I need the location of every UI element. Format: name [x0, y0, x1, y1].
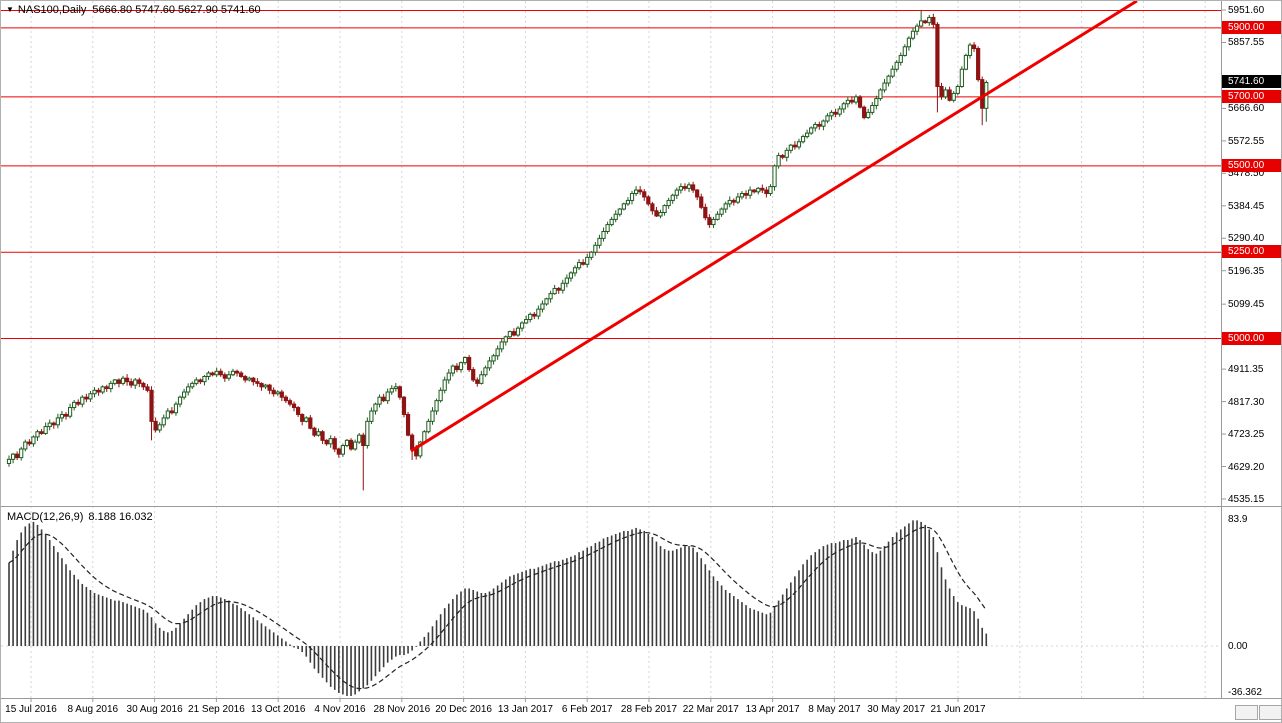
price-axis-label: 4911.35 — [1228, 364, 1264, 376]
price-level-badge: 5700.00 — [1222, 89, 1281, 103]
price-axis-label: 5478.50 — [1228, 168, 1265, 180]
symbol-timeframe: NAS100,Daily — [17, 4, 87, 16]
date-axis-label: 15 Jul 2016 — [5, 704, 57, 715]
date-axis-label: 21 Sep 2016 — [188, 704, 245, 715]
date-axis-label: 21 Jun 2017 — [930, 704, 986, 715]
price-axis-label: 5951.60 — [1228, 5, 1265, 16]
date-axis-label: 6 Feb 2017 — [561, 704, 613, 715]
price-axis-label: 4723.25 — [1228, 429, 1265, 441]
date-axis-label: 13 Apr 2017 — [745, 704, 800, 715]
price-axis-label: 5099.45 — [1228, 299, 1265, 311]
date-axis-label: 8 Aug 2016 — [67, 704, 119, 715]
price-axis-label: 5384.45 — [1228, 200, 1265, 212]
price-axis-label: 5666.60 — [1228, 103, 1265, 115]
date-axis-label: 28 Feb 2017 — [620, 704, 678, 715]
price-axis-label: 5857.55 — [1228, 37, 1265, 49]
current-price-badge: 5741.60 — [1222, 75, 1281, 89]
ohlc-values: 5666.80 5747.60 5627.90 5741.60 — [92, 4, 261, 16]
price-axis-label: 5290.40 — [1228, 233, 1265, 245]
panel-separators — [1, 1, 1281, 702]
macd-name: MACD(12,26,9) — [7, 511, 84, 523]
macd-signal-line — [8, 526, 987, 690]
date-axis-label: 4 Nov 2016 — [314, 704, 366, 715]
trend-line[interactable] — [410, 1, 1138, 453]
macd-current-values: 8.188 16.032 — [88, 511, 153, 523]
symbol-dropdown-icon[interactable]: ▼ — [6, 5, 14, 14]
macd-histogram — [8, 520, 988, 696]
price-axis-label: 5572.55 — [1228, 135, 1265, 147]
date-axis-label: 13 Oct 2016 — [250, 704, 306, 715]
date-axis-label: 13 Jan 2017 — [497, 704, 553, 715]
price-level-badge: 5900.00 — [1222, 20, 1281, 34]
date-axis-label: 22 Mar 2017 — [682, 704, 739, 715]
price-axis-label: 5196.35 — [1228, 265, 1265, 277]
date-axis-label: 8 May 2017 — [808, 704, 861, 715]
macd-axis-label: 83.9 — [1228, 514, 1248, 525]
price-level-badge: 5000.00 — [1222, 331, 1281, 345]
price-level-badge: 5250.00 — [1222, 245, 1281, 259]
price-axis-label: 4535.15 — [1228, 493, 1265, 505]
date-axis-label: 30 May 2017 — [867, 704, 926, 715]
price-axis-label: 4629.20 — [1228, 461, 1265, 473]
bottom-right-box-1[interactable] — [1235, 705, 1258, 720]
candles — [6, 9, 989, 491]
date-axis-label: 20 Dec 2016 — [435, 704, 492, 715]
date-axis-label: 28 Nov 2016 — [373, 704, 431, 715]
level-lines[interactable] — [1, 10, 1221, 340]
macd-axis-label: -36.362 — [1228, 687, 1262, 698]
date-axis-label: 30 Aug 2016 — [126, 704, 183, 715]
macd-axis-label: 0.00 — [1228, 641, 1248, 652]
price-axis-label: 4817.30 — [1228, 396, 1265, 408]
price-level-badge: 5500.00 — [1222, 158, 1281, 172]
bottom-right-box-2[interactable] — [1259, 705, 1281, 720]
macd-indicator-label: MACD(12,26,9) 8.188 16.032 — [7, 511, 153, 523]
chart-title: ▼ NAS100,Daily 5666.80 5747.60 5627.90 574… — [6, 4, 261, 16]
